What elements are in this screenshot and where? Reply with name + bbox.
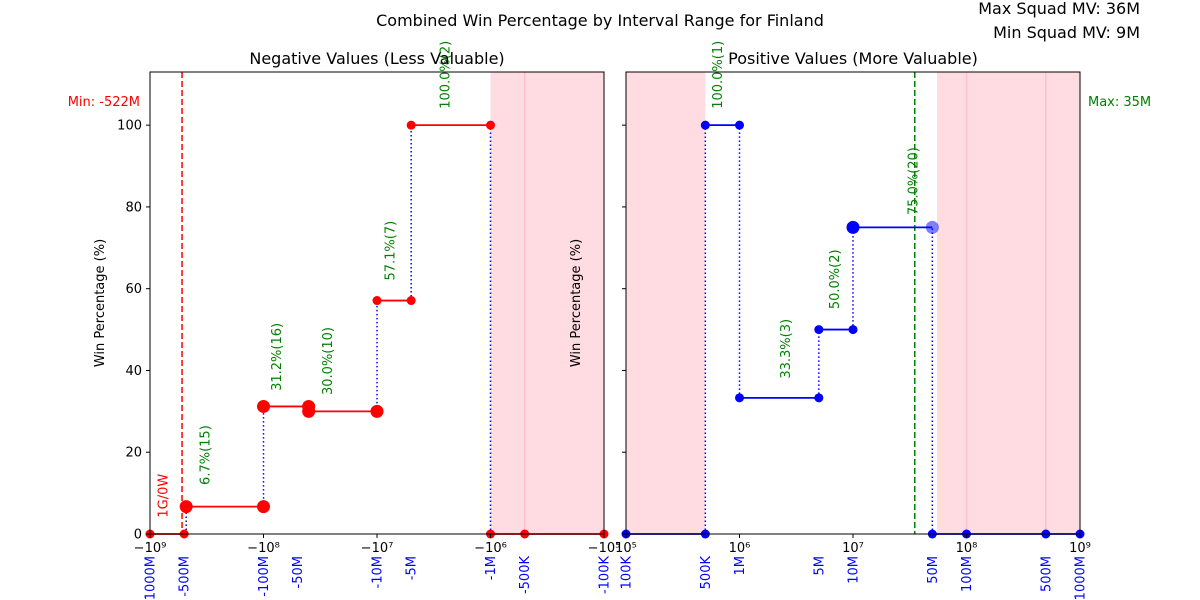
interval-label: 5M xyxy=(812,556,827,576)
y-tick-label: 80 xyxy=(125,200,142,215)
max-reference-label: Max: 35M xyxy=(1088,95,1151,110)
x-tick-label: −10⁸ xyxy=(247,541,280,556)
data-point xyxy=(370,404,384,418)
y-tick-label: 0 xyxy=(134,528,142,543)
y-axis-label: Win Percentage (%) xyxy=(93,239,108,367)
games-wins-note: 1G/0W xyxy=(157,474,172,518)
y-tick-label: 60 xyxy=(125,282,142,297)
interval-label: -1000M xyxy=(144,556,159,600)
negative-values-panel: Min: -522M 6.7%(15) 31.2%(16) 30.0%(10) 57.1… xyxy=(68,41,621,600)
interval-label: -10M xyxy=(371,556,386,588)
min-squad-mv: Min Squad MV: 9M xyxy=(993,23,1140,42)
win-percentage-annotation: 6.7%(15) xyxy=(198,425,213,485)
x-tick-label: −10⁵ xyxy=(588,541,621,556)
data-point xyxy=(735,393,744,403)
win-percentage-annotation: 31.2%(16) xyxy=(270,323,285,391)
x-tick-label: 10⁵ xyxy=(615,541,637,556)
interval-label: -50M xyxy=(291,556,306,588)
min-reference-label: Min: -522M xyxy=(68,95,140,110)
shaded-region xyxy=(937,72,1080,534)
panel-title: Positive Values (More Valuable) xyxy=(728,49,978,68)
interval-label: -100M xyxy=(257,556,272,597)
shaded-region xyxy=(626,72,706,534)
win-percentage-annotation: 33.3%(3) xyxy=(779,319,794,379)
interval-label: -500M xyxy=(178,556,193,597)
interval-label: -1M xyxy=(484,556,499,580)
data-point xyxy=(925,220,939,234)
x-tick-label: −10⁶ xyxy=(474,541,507,556)
win-percentage-annotation: 100.0%(2) xyxy=(438,41,453,109)
interval-label: -500K xyxy=(518,556,533,595)
data-point xyxy=(406,296,416,306)
interval-label: 100K xyxy=(620,556,635,590)
y-axis-label: Win Percentage (%) xyxy=(569,239,584,367)
positive-values-panel: Max: 35M 100.0%(1) 33.3%(3) 50.0%(2) 75.0%(2… xyxy=(569,41,1151,600)
data-point xyxy=(257,500,270,514)
shaded-region xyxy=(490,72,604,534)
win-percentage-annotation: 50.0%(2) xyxy=(828,249,843,309)
data-point xyxy=(257,399,270,413)
interval-label: 10M xyxy=(847,556,862,584)
y-tick-label: 20 xyxy=(125,446,142,461)
x-tick-label: 10⁷ xyxy=(842,541,864,556)
data-point xyxy=(179,500,193,514)
win-percentage-annotation: 75.0%(20) xyxy=(906,147,921,215)
win-percentage-annotation: 57.1%(7) xyxy=(384,221,399,281)
x-tick-label: 10⁹ xyxy=(1069,541,1091,556)
data-point xyxy=(486,120,495,130)
y-tick-label: 40 xyxy=(125,364,142,379)
interval-label: 1000M xyxy=(1074,556,1089,600)
data-point xyxy=(735,120,744,130)
data-point xyxy=(302,404,316,418)
interval-label: 500M xyxy=(1039,556,1054,592)
interval-label: 50M xyxy=(926,556,941,584)
interval-label: 100M xyxy=(960,556,975,592)
interval-label: 500K xyxy=(699,556,714,590)
data-point xyxy=(406,120,416,130)
data-point xyxy=(700,120,710,130)
data-point xyxy=(814,325,824,335)
y-tick-label: 100 xyxy=(117,119,142,134)
max-squad-mv: Max Squad MV: 36M xyxy=(978,0,1140,18)
data-point xyxy=(372,296,382,306)
interval-label: -100K xyxy=(598,556,613,595)
x-tick-label: 10⁸ xyxy=(956,541,978,556)
x-tick-label: 10⁶ xyxy=(729,541,751,556)
interval-label: -5M xyxy=(405,556,420,580)
win-percentage-annotation: 30.0%(10) xyxy=(321,327,336,395)
figure-title: Combined Win Percentage by Interval Rang… xyxy=(376,11,824,30)
panel-title: Negative Values (Less Valuable) xyxy=(249,49,504,68)
data-point xyxy=(848,325,858,335)
win-percentage-annotation: 100.0%(1) xyxy=(711,41,726,109)
data-point xyxy=(814,393,824,403)
x-tick-label: −10⁹ xyxy=(134,541,167,556)
x-tick-label: −10⁷ xyxy=(361,541,394,556)
data-point xyxy=(846,220,860,234)
interval-label: 1M xyxy=(733,556,748,576)
